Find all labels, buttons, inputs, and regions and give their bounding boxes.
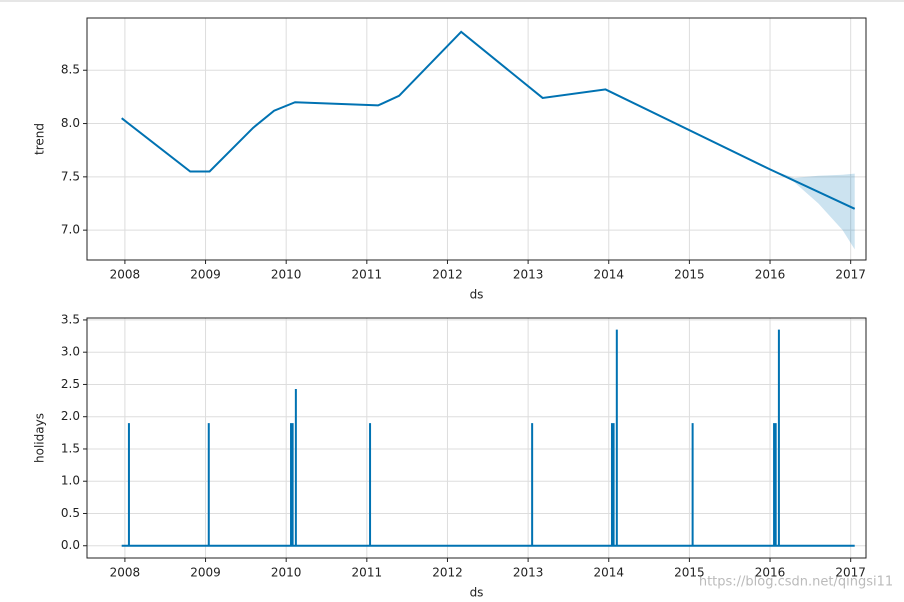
y-tick-label: 7.0 xyxy=(61,223,80,237)
y-tick-label: 1.0 xyxy=(61,474,80,488)
y-tick-label: 8.0 xyxy=(61,116,80,130)
y-tick-label: 3.0 xyxy=(61,345,80,359)
x-tick-label: 2014 xyxy=(593,268,624,282)
y-tick-label: 0.5 xyxy=(61,506,80,520)
x-tick-label: 2016 xyxy=(755,268,786,282)
x-tick-label: 2017 xyxy=(835,268,866,282)
y-tick-label: 2.5 xyxy=(61,377,80,391)
x-tick-label: 2008 xyxy=(110,268,141,282)
x-tick-label: 2010 xyxy=(271,566,302,580)
data-line xyxy=(121,30,856,210)
x-tick-label: 2012 xyxy=(432,566,463,580)
watermark: https://blog.csdn.net/qingsi11 xyxy=(699,575,893,590)
x-tick-label: 2017 xyxy=(835,566,866,580)
x-tick-label: 2015 xyxy=(674,566,705,580)
plot-frame xyxy=(86,317,867,559)
x-axis-label: ds xyxy=(470,288,484,302)
x-tick-label: 2009 xyxy=(190,268,221,282)
x-tick-label: 2010 xyxy=(271,268,302,282)
x-tick-label: 2011 xyxy=(352,566,383,580)
x-tick-label: 2013 xyxy=(513,268,544,282)
plot-frame xyxy=(86,17,867,261)
y-tick-label: 2.0 xyxy=(61,409,80,423)
x-tick-label: 2013 xyxy=(513,566,544,580)
y-axis-label: holidays xyxy=(33,413,47,463)
data-line xyxy=(121,329,855,547)
y-tick-label: 7.5 xyxy=(61,169,80,183)
x-tick-label: 2016 xyxy=(755,566,786,580)
y-axis-label: trend xyxy=(33,123,47,155)
y-tick-label: 8.5 xyxy=(61,63,80,77)
x-tick-label: 2011 xyxy=(352,268,383,282)
x-tick-label: 2014 xyxy=(593,566,624,580)
x-tick-label: 2012 xyxy=(432,268,463,282)
y-tick-label: 1.5 xyxy=(61,441,80,455)
x-axis-label: ds xyxy=(470,586,484,600)
x-tick-label: 2015 xyxy=(674,268,705,282)
y-tick-label: 0.0 xyxy=(61,538,80,552)
y-tick-label: 3.5 xyxy=(61,312,80,326)
x-tick-label: 2009 xyxy=(190,566,221,580)
x-tick-label: 2008 xyxy=(110,566,141,580)
uncertainty-band xyxy=(770,169,855,250)
